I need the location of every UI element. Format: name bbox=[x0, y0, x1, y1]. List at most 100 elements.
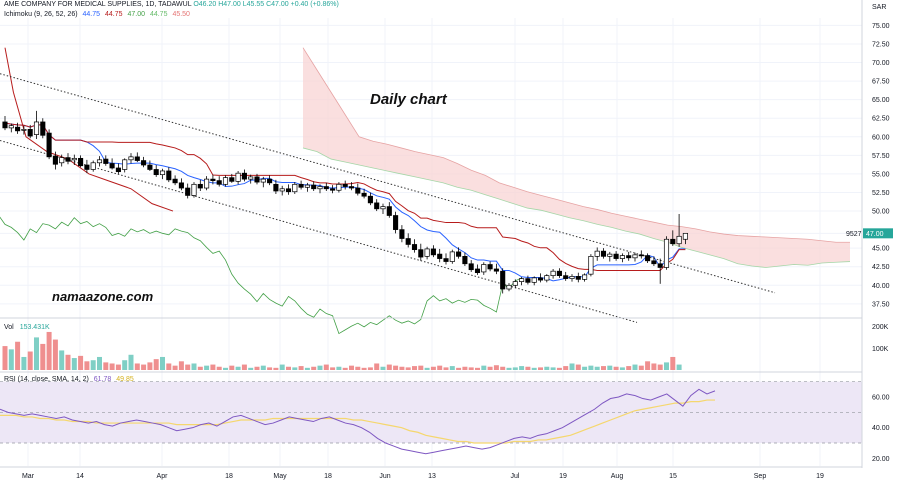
candle-body bbox=[638, 254, 644, 257]
volume-bar bbox=[670, 356, 676, 370]
volume-bar bbox=[632, 364, 638, 370]
candle-body bbox=[96, 159, 103, 164]
y-tick-label: 42.50 bbox=[872, 264, 890, 271]
candle-body bbox=[78, 157, 84, 167]
volume-bar bbox=[355, 366, 361, 370]
last-price-badge bbox=[863, 228, 893, 239]
volume-bar bbox=[349, 365, 354, 370]
senkou-span-a bbox=[302, 147, 851, 268]
candle-body bbox=[663, 238, 670, 268]
ichimoku-spanA-value: 44.75 bbox=[149, 11, 168, 18]
candle-body bbox=[103, 158, 109, 164]
candle-body bbox=[304, 184, 310, 188]
candle-body bbox=[178, 182, 184, 189]
y-tick-label: 67.50 bbox=[872, 79, 890, 86]
candle-body bbox=[279, 188, 285, 192]
volume-bar bbox=[65, 354, 71, 370]
volume-bar bbox=[393, 365, 399, 370]
volume-bar bbox=[493, 365, 499, 370]
volume-bar bbox=[601, 366, 606, 370]
volume-bar bbox=[292, 367, 298, 370]
watermark: namaazone.com bbox=[52, 289, 154, 304]
candle-body bbox=[166, 170, 172, 181]
x-tick-label: Mar bbox=[22, 473, 35, 480]
y-tick-label: 40.00 bbox=[872, 283, 890, 290]
y-tick-label: 50.00 bbox=[872, 209, 890, 216]
candle-body bbox=[267, 178, 273, 184]
candle-body bbox=[682, 232, 688, 240]
candle-body bbox=[632, 254, 638, 259]
volume-bar bbox=[657, 364, 663, 370]
ichimoku-cloud bbox=[302, 47, 851, 268]
candle-body bbox=[626, 255, 632, 259]
volume-bar bbox=[519, 366, 525, 370]
volume-bar bbox=[52, 339, 58, 370]
volume-bar bbox=[575, 364, 581, 370]
x-tick-label: 19 bbox=[816, 473, 824, 480]
x-tick-label: 19 bbox=[559, 473, 567, 480]
candle-body bbox=[65, 157, 71, 162]
volume-legend[interactable]: Vol 153.431K bbox=[4, 324, 50, 331]
volume-bar bbox=[430, 366, 436, 370]
candles bbox=[2, 110, 688, 294]
volume-bar bbox=[664, 362, 669, 370]
volume-bar bbox=[34, 337, 39, 370]
volume-bar bbox=[569, 363, 575, 370]
volume-bar bbox=[386, 364, 392, 370]
x-tick-label: 18 bbox=[225, 473, 233, 480]
volume-bar bbox=[626, 366, 632, 370]
chart-title: Daily chart bbox=[370, 91, 448, 108]
candle-body bbox=[52, 155, 58, 165]
candle-body bbox=[141, 160, 147, 166]
candle-body bbox=[367, 195, 373, 204]
volume-bar bbox=[197, 366, 203, 370]
rsi-value: 61.78 bbox=[93, 376, 112, 383]
volume-bar bbox=[210, 364, 216, 370]
candle-body bbox=[399, 229, 405, 239]
ichimoku-tenkan-value: 44.75 bbox=[82, 11, 101, 18]
candle-body bbox=[248, 176, 254, 180]
candle-body bbox=[342, 183, 348, 187]
candle-body bbox=[147, 164, 153, 170]
volume-bar bbox=[97, 356, 102, 370]
cloud-fill bbox=[303, 47, 850, 268]
volume-bar bbox=[267, 367, 273, 370]
volume-bar bbox=[538, 367, 543, 370]
rsi-legend[interactable]: RSI (14, close, SMA, 14, 2) 61.78 49.85 bbox=[4, 376, 134, 383]
candle-body bbox=[71, 157, 77, 161]
y-tick-label: 52.50 bbox=[872, 190, 890, 197]
ichimoku-legend[interactable]: Ichimoku (9, 26, 52, 26) 44.75 44.75 47.… bbox=[4, 11, 193, 18]
volume-bar bbox=[456, 367, 462, 370]
volume-bar bbox=[443, 367, 449, 370]
candle-body bbox=[40, 121, 46, 136]
volume-value: 153.431K bbox=[19, 324, 50, 331]
volume-bar bbox=[588, 365, 594, 370]
y-tick-label: 62.50 bbox=[872, 116, 890, 123]
volume-bar bbox=[115, 364, 121, 370]
x-tick-label: 15 bbox=[669, 473, 677, 480]
trend-channel bbox=[0, 73, 776, 323]
rsi-label: RSI (14, close, SMA, 14, 2) bbox=[4, 376, 89, 383]
candle-body bbox=[575, 276, 581, 280]
candle-body bbox=[456, 251, 462, 257]
volume-bar bbox=[330, 367, 336, 370]
volume-bar bbox=[122, 360, 128, 370]
candle-body bbox=[594, 250, 600, 257]
candle-body bbox=[506, 284, 512, 290]
candle-body bbox=[33, 121, 40, 135]
volume-bar bbox=[103, 362, 109, 370]
volume-bar bbox=[286, 366, 291, 370]
volume-label: Vol bbox=[4, 324, 14, 331]
candle-body bbox=[487, 264, 493, 270]
candle-body bbox=[443, 258, 449, 262]
volume-bar bbox=[235, 366, 241, 370]
candle-body bbox=[235, 172, 241, 182]
volume-bar bbox=[481, 365, 487, 370]
volume-bar bbox=[556, 367, 562, 370]
volume-bar bbox=[260, 365, 266, 370]
candle-body bbox=[449, 251, 455, 262]
volume-bar bbox=[544, 366, 550, 370]
symbol-header: AME COMPANY FOR MEDICAL SUPPLIES, 1D, TA… bbox=[4, 1, 339, 8]
